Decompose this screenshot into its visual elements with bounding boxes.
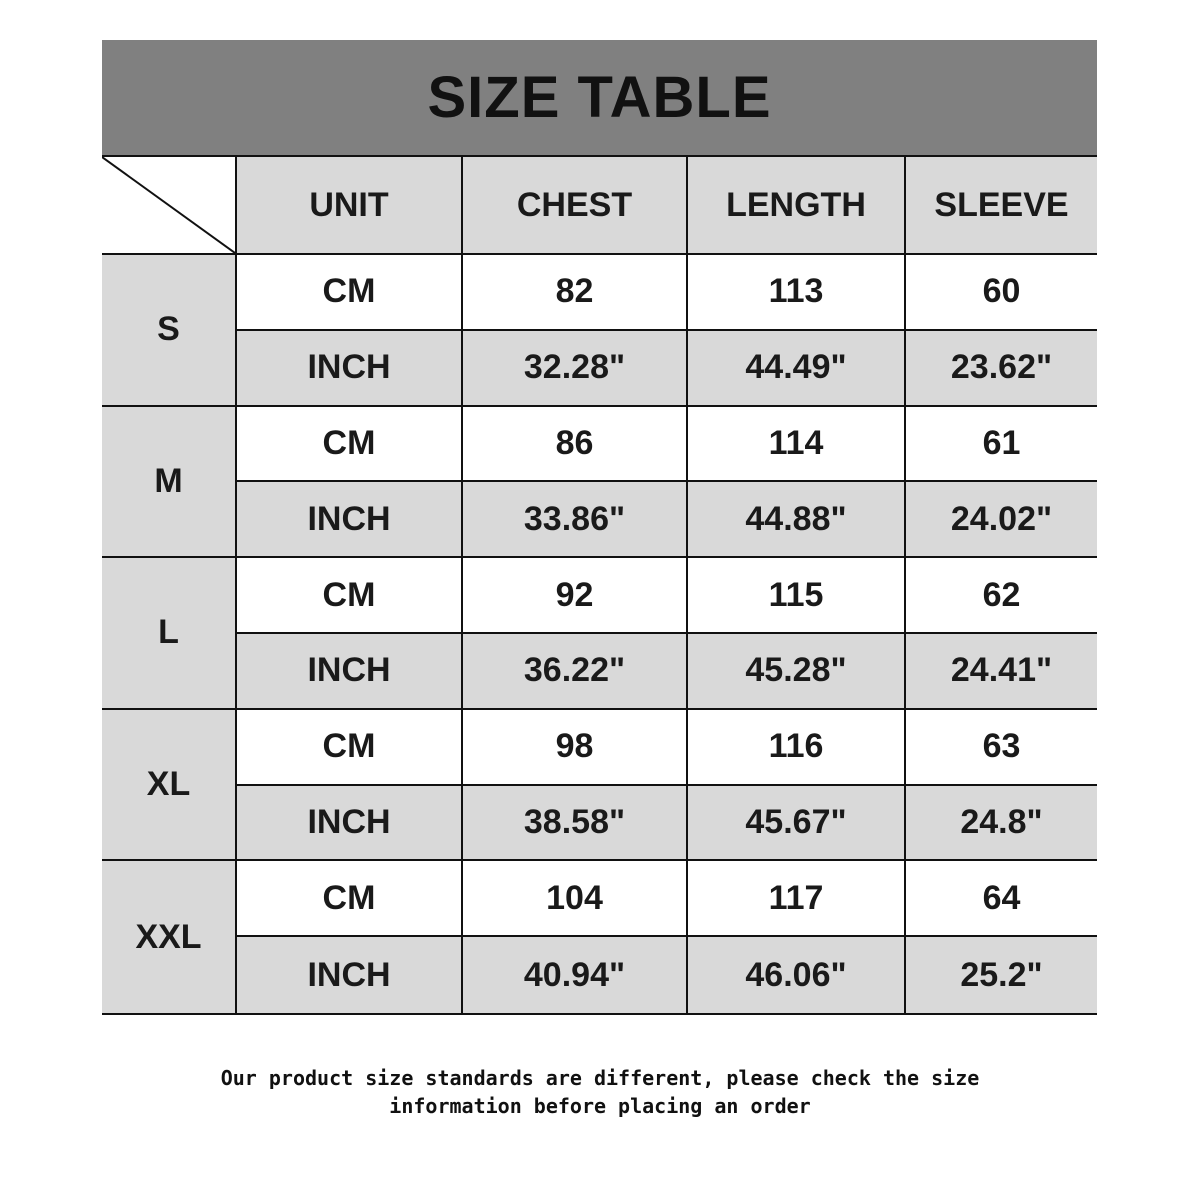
inch-value: 23.62"	[906, 330, 1097, 407]
size-table: UNIT CHEST LENGTH SLEEVE S CM 82 113 60 INCH 32.28…	[102, 155, 1097, 1015]
cm-value: 62	[906, 558, 1097, 634]
header-unit: UNIT	[237, 157, 463, 255]
unit-inch: INCH	[237, 785, 463, 862]
inch-value: 44.49"	[688, 330, 906, 407]
cm-value: 116	[688, 709, 906, 786]
inch-value: 40.94"	[463, 937, 688, 1013]
inch-value: 24.8"	[906, 785, 1097, 862]
cm-value: 92	[463, 558, 688, 634]
inch-value: 36.22"	[463, 633, 688, 710]
inch-value: 32.28"	[463, 330, 688, 407]
size-label: XL	[102, 709, 237, 862]
cm-value: 117	[688, 861, 906, 938]
inch-value: 25.2"	[906, 937, 1097, 1013]
inch-value: 33.86"	[463, 482, 688, 559]
title-band: SIZE TABLE	[102, 40, 1097, 155]
cm-value: 82	[463, 255, 688, 331]
unit-cm: CM	[237, 709, 463, 786]
cm-value: 104	[463, 861, 688, 938]
unit-inch: INCH	[237, 633, 463, 710]
cm-value: 63	[906, 709, 1097, 786]
cm-value: 115	[688, 558, 906, 634]
inch-value: 46.06"	[688, 937, 906, 1013]
cm-value: 114	[688, 406, 906, 483]
size-label: L	[102, 558, 237, 710]
inch-value: 45.28"	[688, 633, 906, 710]
cm-value: 113	[688, 255, 906, 331]
unit-inch: INCH	[237, 937, 463, 1013]
unit-cm: CM	[237, 255, 463, 331]
unit-cm: CM	[237, 558, 463, 634]
cm-value: 61	[906, 406, 1097, 483]
unit-cm: CM	[237, 406, 463, 483]
size-label: XXL	[102, 861, 237, 1013]
header-chest: CHEST	[463, 157, 688, 255]
size-note: Our product size standards are different…	[0, 1064, 1200, 1120]
page-title: SIZE TABLE	[427, 65, 772, 130]
inch-value: 24.02"	[906, 482, 1097, 559]
cm-value: 60	[906, 255, 1097, 331]
header-sleeve: SLEEVE	[906, 157, 1097, 255]
inch-value: 45.67"	[688, 785, 906, 862]
inch-value: 24.41"	[906, 633, 1097, 710]
inch-value: 44.88"	[688, 482, 906, 559]
header-length: LENGTH	[688, 157, 906, 255]
cm-value: 98	[463, 709, 688, 786]
note-line-1: Our product size standards are different…	[220, 1066, 980, 1090]
cm-value: 64	[906, 861, 1097, 938]
cm-value: 86	[463, 406, 688, 483]
corner-cell	[102, 157, 237, 255]
unit-inch: INCH	[237, 482, 463, 559]
diagonal-line	[102, 157, 235, 253]
size-label: M	[102, 406, 237, 559]
unit-cm: CM	[237, 861, 463, 938]
unit-inch: INCH	[237, 330, 463, 407]
inch-value: 38.58"	[463, 785, 688, 862]
note-line-2: information before placing an order	[389, 1094, 811, 1118]
size-label: S	[102, 255, 237, 407]
